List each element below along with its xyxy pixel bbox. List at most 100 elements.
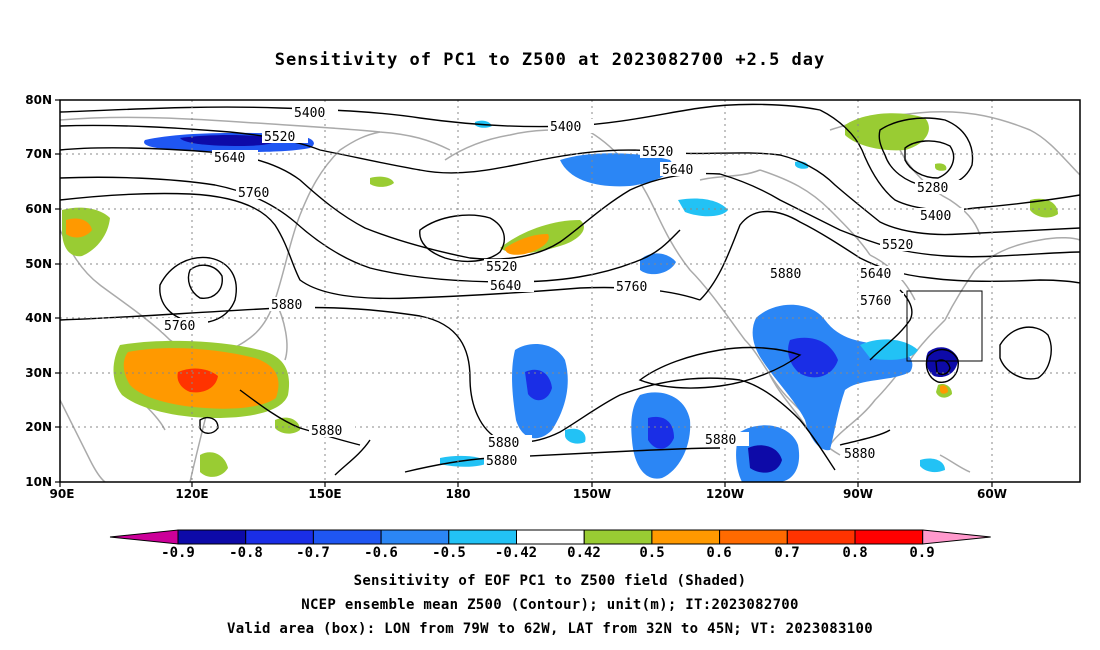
shade-ne-green (1030, 198, 1058, 218)
map-area (60, 100, 1080, 482)
lon-label: 180 (445, 487, 470, 501)
colorbar-segment (245, 529, 314, 545)
colorbar-labels: -0.9 -0.8 -0.7 -0.6 -0.5 -0.42 0.42 0.5 … (161, 545, 935, 561)
contour-label-text: 5520 (486, 260, 517, 275)
contour-label: 5760 (236, 185, 282, 201)
contour-label: 5760 (162, 318, 208, 334)
colorbar-label: -0.6 (364, 545, 398, 561)
lat-label: 70N (25, 147, 52, 161)
contour-label-text: 5400 (294, 106, 325, 121)
colorbar-label: 0.9 (909, 545, 934, 561)
lat-axis-labels: 80N 70N 60N 50N 40N 30N 20N 10N (25, 93, 52, 489)
colorbar-segment (583, 529, 653, 545)
contour-label: 5760 (858, 293, 904, 309)
lon-label: 120W (706, 487, 744, 501)
contour-label: 5400 (918, 208, 964, 224)
colorbar-segment (719, 529, 788, 545)
contour-label-text: 5400 (920, 209, 951, 224)
shade-bering-blue (560, 153, 673, 187)
contour-label-text: 5520 (642, 145, 673, 160)
colorbar-segment (516, 529, 585, 545)
colorbar-label: 0.7 (774, 545, 799, 561)
shade-west-orange (66, 218, 92, 238)
contour-label-text: 5880 (311, 424, 342, 439)
shade-pac-cyan2 (565, 428, 586, 444)
colorbar-segment (448, 529, 517, 545)
footer-line-3: Valid area (box): LON from 79W to 62W, L… (227, 621, 873, 637)
contour-label: 5880 (842, 446, 888, 462)
contour-label-text: 5640 (860, 267, 891, 282)
colorbar-under-triangle (109, 529, 179, 545)
footer-line-2: NCEP ensemble mean Z500 (Contour); unit(… (301, 597, 799, 613)
shade-alaska-green (370, 176, 394, 187)
contour-label-text: 5280 (917, 181, 948, 196)
colorbar-label: -0.8 (229, 545, 263, 561)
contour-label-text: 5880 (486, 454, 517, 469)
shade-epac-dark (748, 445, 782, 473)
shade-centpac-dark (525, 369, 552, 401)
contour-label-text: 5880 (770, 267, 801, 282)
contour-label: 5640 (488, 278, 534, 294)
contour-label: 5640 (212, 150, 258, 166)
contour-label: 5880 (309, 423, 355, 439)
contour-label-text: 5400 (550, 120, 581, 135)
contour-label: 5640 (858, 266, 904, 282)
colorbar-label: -0.42 (495, 545, 537, 561)
colorbar-label: -0.9 (161, 545, 195, 561)
contour-label: 5880 (484, 453, 530, 469)
lon-axis-labels: 90E 120E 150E 180 150W 120W 90W 60W (50, 487, 1007, 501)
lat-label: 80N (25, 93, 52, 107)
contour-label: 5880 (269, 297, 315, 313)
sensitivity-shading (62, 113, 1058, 482)
shade-atlsub-cyan (920, 458, 945, 473)
contour-label: 5400 (292, 105, 338, 121)
contour-label-text: 5760 (616, 280, 647, 295)
contour-label-text: 5640 (490, 279, 521, 294)
lat-label: 50N (25, 257, 52, 271)
lon-label: 120E (175, 487, 208, 501)
shade-green-dot (935, 163, 947, 171)
colorbar-label: 0.42 (567, 545, 601, 561)
contour-label: 5520 (640, 144, 686, 160)
axis-ticks (55, 99, 993, 487)
footer-line-1: Sensitivity of EOF PC1 to Z500 field (Sh… (353, 573, 747, 589)
lon-label: 150W (573, 487, 611, 501)
contour-label-text: 5760 (238, 186, 269, 201)
valid-area-box (906, 290, 983, 362)
shade-greenland-green (845, 113, 929, 151)
contour-label-text: 5880 (271, 298, 302, 313)
shade-gulf-blue (640, 253, 676, 275)
map-frame (59, 99, 1081, 483)
shade-mexico-dark (788, 337, 838, 378)
lon-label: 90W (843, 487, 873, 501)
contour-label-text: 5520 (264, 130, 295, 145)
contour-label-text: 5760 (164, 319, 195, 334)
shade-philippine-green (200, 452, 228, 477)
shade-ocean-cyan (440, 455, 490, 467)
shade-east-siberia-dark (180, 135, 277, 146)
lat-label: 30N (25, 366, 52, 380)
contour-label: 5520 (880, 237, 926, 253)
shade-china-red (177, 368, 218, 393)
lon-label: 60W (977, 487, 1007, 501)
contour-label: 5760 (614, 279, 660, 295)
contour-label: 5520 (262, 129, 308, 145)
lat-label: 40N (25, 311, 52, 325)
contour-label-text: 5880 (844, 447, 875, 462)
contour-labels: 5400 5400 5520 5640 5520 5640 5760 5280 … (162, 105, 964, 469)
colorbar-label: 0.8 (842, 545, 867, 561)
plot-title: Sensitivity of PC1 to Z500 at 2023082700… (274, 50, 826, 70)
shade-npac-orange (505, 234, 549, 255)
colorbar-segment (651, 529, 721, 545)
lat-label: 20N (25, 420, 52, 434)
colorbar-label: -0.7 (296, 545, 330, 561)
colorbar-label: 0.5 (639, 545, 664, 561)
contour-label: 5400 (548, 119, 594, 135)
colorbar-segment (786, 529, 856, 545)
lat-label: 10N (25, 475, 52, 489)
contour-label-text: 5760 (860, 294, 891, 309)
colorbar-label: 0.6 (706, 545, 731, 561)
contour-label: 5880 (703, 432, 749, 448)
lon-label: 150E (308, 487, 341, 501)
